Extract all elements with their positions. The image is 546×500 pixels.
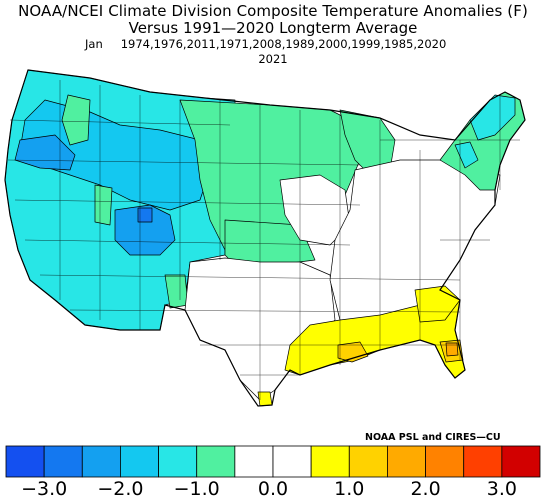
colorbar-swatch: [272, 445, 312, 478]
colorbar-swatch: [348, 445, 388, 478]
colorbar-tick-label: −1.0: [173, 478, 220, 500]
colorbar-tick-label: 0.0: [257, 478, 289, 500]
colorbar-swatch: [310, 445, 350, 478]
colorbar-tick-label: −2.0: [97, 478, 144, 500]
colorbar-swatch: [120, 445, 159, 478]
colorbar: [5, 445, 541, 478]
region-fl-orange: [445, 342, 459, 357]
region-utah-darkblue: [137, 207, 153, 223]
colorbar-swatch: [234, 445, 274, 478]
years-list: 1974,1976,2011,1971,2008,1989,2000,1999,…: [120, 37, 447, 51]
region-la-gold: [337, 341, 369, 363]
colorbar-swatch: [196, 445, 236, 478]
colorbar-swatch: [5, 445, 45, 478]
map-title: NOAA/NCEI Climate Division Composite Tem…: [18, 2, 528, 20]
region-mt-green: [61, 94, 91, 146]
region-wy-green: [94, 184, 113, 226]
country-outline: [4, 69, 526, 407]
division-boundaries: [7, 80, 520, 400]
region-ny-cyan: [454, 141, 479, 169]
colorbar-swatch: [463, 445, 503, 478]
us-climate-division-map: [4, 69, 526, 407]
month-label: Jan: [85, 37, 103, 51]
colorbar-swatch: [81, 445, 121, 478]
region-utah-blue: [114, 204, 176, 256]
composite-years: Jan 1974,1976,2011,1971,2008,1989,2000,19…: [85, 37, 446, 51]
colorbar-tick-label: 3.0: [486, 478, 517, 500]
colorbar-swatch: [501, 445, 541, 478]
colorbar-tick-label: −3.0: [21, 478, 68, 500]
map-subtitle: Versus 1991—2020 Longterm Average: [128, 19, 418, 37]
colorbar-swatch: [158, 445, 198, 478]
years-list-continued: 2021: [258, 52, 288, 66]
colorbar-tick-label: 1.0: [334, 478, 365, 500]
data-credit: NOAA PSL and CIRES—CU: [365, 432, 501, 443]
colorbar-swatch: [387, 445, 426, 478]
colorbar-swatch: [43, 445, 83, 478]
colorbar-swatch: [425, 445, 465, 478]
colorbar-tick-label: 2.0: [410, 478, 441, 500]
